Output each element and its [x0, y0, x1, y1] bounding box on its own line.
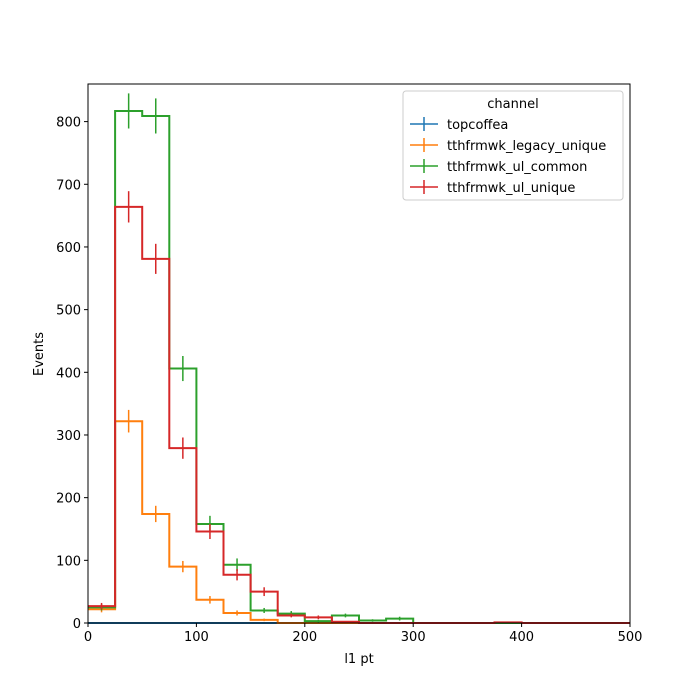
y-tick-label: 300 [56, 429, 81, 444]
y-tick-label: 500 [56, 304, 81, 319]
legend-label: tthfrmwk_ul_common [447, 160, 587, 175]
x-tick-label: 500 [618, 630, 643, 645]
series-tthfrmwk_ul_unique [88, 191, 630, 624]
x-tick-label: 400 [509, 630, 534, 645]
x-tick-label: 300 [401, 630, 426, 645]
x-axis-ticks: 0 100 200 300 400 500 [84, 623, 643, 645]
legend-entry: tthfrmwk_legacy_unique [410, 138, 606, 154]
series-step-line [88, 205, 630, 624]
y-tick-label: 400 [56, 366, 81, 381]
x-tick-label: 100 [184, 630, 209, 645]
legend-entry: tthfrmwk_ul_unique [410, 180, 575, 196]
legend: channel topcoffeatthfrmwk_legacy_uniquet… [402, 90, 624, 201]
legend-entries: topcoffea tthfrmwk_legacy_unique tthfrmwk_… [410, 117, 606, 196]
legend-entry: tthfrmwk_ul_common [410, 159, 587, 175]
legend-title: channel [487, 97, 538, 112]
y-tick-label: 700 [56, 178, 81, 193]
y-tick-label: 100 [56, 554, 81, 569]
legend-entry: topcoffea [410, 117, 508, 133]
legend-label: tthfrmwk_legacy_unique [447, 139, 606, 154]
legend-label: tthfrmwk_ul_unique [447, 181, 575, 196]
x-axis-label: l1 pt [344, 652, 373, 667]
legend-box [402, 90, 624, 201]
y-tick-label: 800 [56, 116, 81, 131]
x-tick-label: 0 [84, 630, 92, 645]
legend-label: topcoffea [447, 118, 508, 133]
y-tick-label: 200 [56, 492, 81, 507]
x-tick-label: 200 [292, 630, 317, 645]
y-tick-label: 0 [73, 617, 81, 632]
axes-frame [87, 83, 631, 624]
y-tick-label: 600 [56, 241, 81, 256]
y-axis-ticks: 0 100 200 300 400 500 600 700 800 [56, 116, 88, 632]
y-axis-label: Events [32, 332, 47, 376]
